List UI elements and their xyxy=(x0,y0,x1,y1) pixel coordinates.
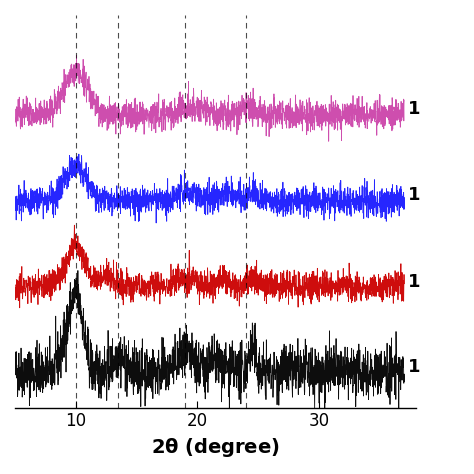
X-axis label: $\mathbf{2\theta}$ $\mathbf{(degree)}$: $\mathbf{2\theta}$ $\mathbf{(degree)}$ xyxy=(151,436,280,459)
Text: 1: 1 xyxy=(408,186,420,204)
Text: 1: 1 xyxy=(408,100,420,118)
Text: 1: 1 xyxy=(408,273,420,291)
Text: 1: 1 xyxy=(408,357,420,375)
